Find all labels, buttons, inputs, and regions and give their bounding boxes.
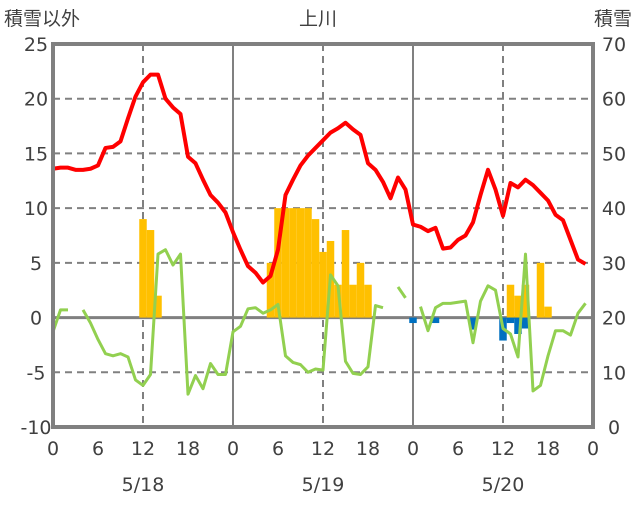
blue-bar [506,317,515,324]
date-label: 5/20 [482,474,525,496]
x-tick-label: 0 [587,438,599,460]
right-tick-label: 10 [602,362,626,384]
left-tick-label: 25 [24,34,48,56]
right-tick-label: 30 [602,253,626,275]
x-tick-label: 0 [227,438,239,460]
right-axis-title: 積雪 [594,8,632,30]
bars [139,208,552,341]
blue-bar [409,317,417,324]
x-tick-label: 0 [407,438,419,460]
left-tick-label: 20 [24,89,48,111]
x-tick-label: 18 [176,438,200,460]
right-tick-label: 70 [602,34,626,56]
axis-labels: 積雪以外 上川 積雪 -10-5051015202501020304050607… [4,8,632,496]
orange-bar [266,262,275,318]
orange-bar [319,251,327,318]
orange-bar [356,262,365,318]
orange-bar [544,306,552,318]
blue-bar [431,317,440,324]
x-tick-label: 6 [92,438,104,460]
left-tick-label: 0 [30,308,42,330]
orange-bar [281,208,290,318]
x-tick-label: 0 [47,438,59,460]
x-tick-label: 6 [452,438,464,460]
orange-bar [146,230,155,318]
orange-bar [364,284,372,318]
orange-bar [341,230,350,318]
x-tick-label: 18 [356,438,380,460]
x-tick-label: 18 [536,438,560,460]
red-line [52,72,587,285]
left-tick-label: -5 [27,362,46,384]
green-line [81,248,384,396]
right-tick-label: 20 [602,308,626,330]
x-tick-label: 12 [491,438,515,460]
green-line [51,308,68,333]
orange-bar [506,284,515,318]
right-tick-label: 0 [608,417,620,439]
right-tick-label: 60 [602,89,626,111]
orange-bar [289,208,297,318]
left-axis-title: 積雪以外 [4,8,80,30]
date-label: 5/18 [122,474,165,496]
orange-bar [536,262,545,318]
x-tick-label: 12 [311,438,335,460]
x-tick-label: 6 [272,438,284,460]
series-lines [51,72,587,396]
right-tick-label: 50 [602,143,626,165]
chart-title: 上川 [299,8,337,30]
orange-bar [154,295,162,318]
orange-bar [304,208,312,318]
blue-bar [521,317,530,329]
right-tick-label: 40 [602,198,626,220]
blue-bar [514,317,522,334]
plot-frame [51,42,595,429]
green-line [419,252,587,393]
x-tick-label: 12 [131,438,155,460]
orange-bar [349,284,357,318]
orange-bar [514,295,522,318]
orange-bar [139,219,147,318]
blue-bar [469,317,477,330]
orange-bar [521,284,530,318]
date-label: 5/19 [302,474,345,496]
left-tick-label: 15 [24,143,48,165]
left-tick-label: -10 [20,417,51,439]
left-tick-label: 10 [24,198,48,220]
green-line [396,286,407,299]
orange-bar [334,284,342,318]
orange-bar [311,219,320,318]
plot-border [51,42,595,429]
orange-bar [274,208,282,318]
left-tick-label: 5 [30,253,42,275]
orange-bar [296,208,305,318]
